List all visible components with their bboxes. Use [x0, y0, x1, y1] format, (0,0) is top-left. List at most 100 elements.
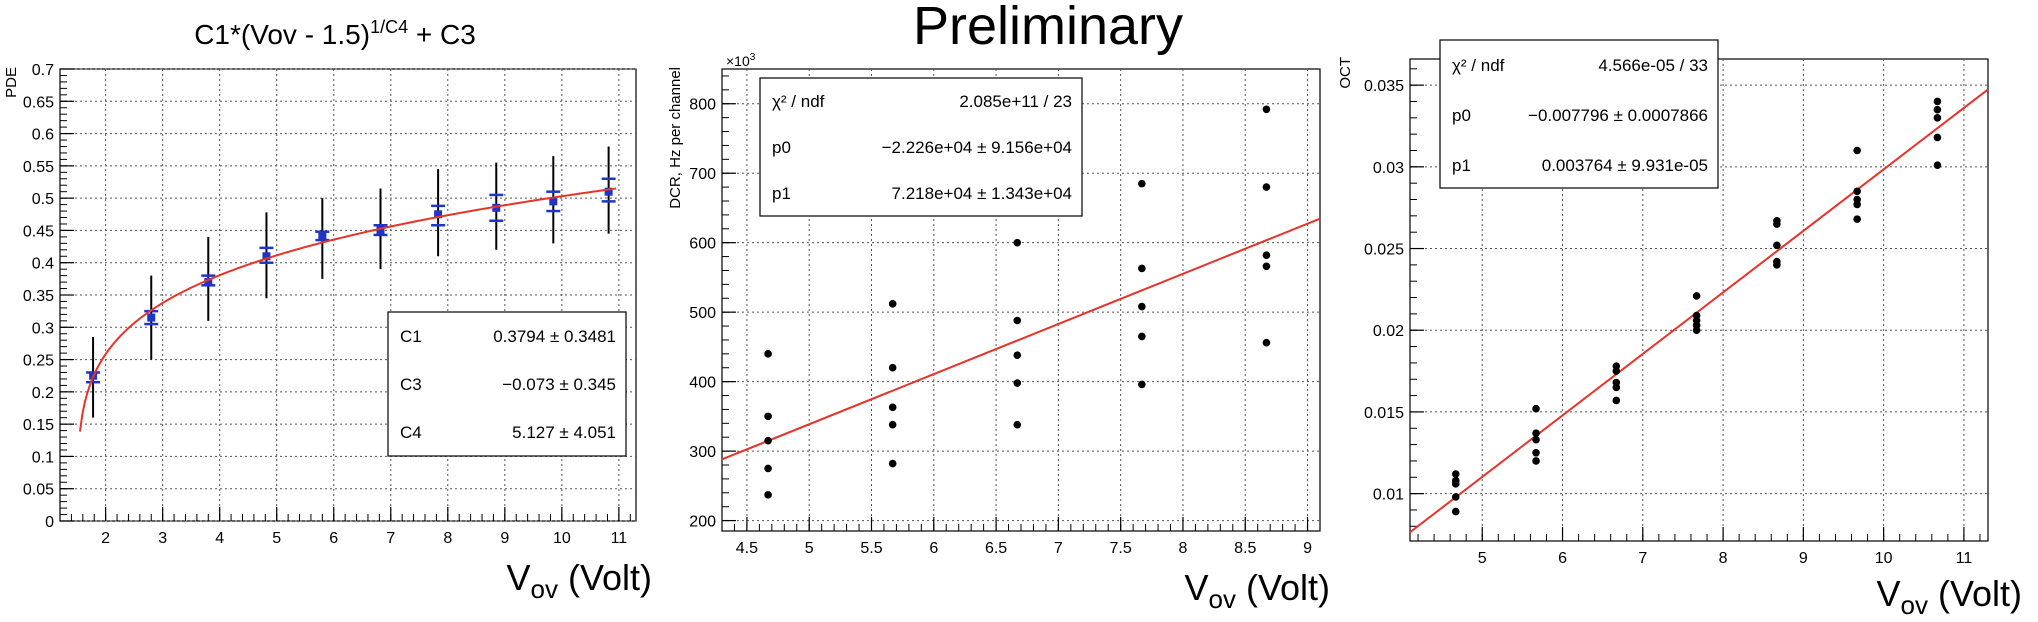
- data-point: [1013, 316, 1022, 325]
- y-tick-label: 200: [689, 514, 716, 531]
- y-tick-label: 0.1: [32, 449, 54, 466]
- data-point: [1773, 220, 1781, 228]
- data-point: [1612, 367, 1621, 375]
- x-axis-label-sub: ov: [1209, 584, 1236, 614]
- data-point: [147, 313, 156, 322]
- y-tick-label: 0.25: [23, 353, 54, 370]
- data-point: [1138, 380, 1146, 389]
- data-point: [1773, 261, 1781, 269]
- data-point: [434, 210, 443, 219]
- stats-box: [387, 311, 627, 457]
- fit-curve: [78, 187, 617, 432]
- data-point: [888, 300, 897, 308]
- data-point: [1013, 379, 1022, 387]
- y-tick-label: 600: [689, 236, 716, 253]
- data-point: [1138, 302, 1146, 311]
- y-tick-label: 0.5: [32, 191, 54, 208]
- data-point: [1451, 480, 1460, 488]
- x-tick-label: 10: [1875, 550, 1893, 567]
- data-point: [1262, 105, 1271, 114]
- y-tick-label: 0.65: [23, 94, 54, 111]
- data-point: [888, 420, 897, 429]
- stats-box: [759, 77, 1083, 217]
- data-point: [1262, 262, 1271, 271]
- stats-box: [1439, 39, 1719, 189]
- y-axis-label: PDE: [3, 67, 20, 98]
- x-axis-label: Vov (Volt): [506, 557, 652, 604]
- x-tick-label: 11: [1956, 550, 1973, 567]
- data-point: [1532, 435, 1540, 444]
- data-point: [376, 226, 385, 235]
- x-axis-label-sub: ov: [531, 574, 558, 604]
- y-tick-label: 0.03: [1373, 160, 1404, 177]
- stats-value: 4.566e-05 / 33: [1598, 56, 1708, 75]
- y-tick-label: 0.45: [23, 223, 54, 240]
- stats-name: p0: [772, 138, 791, 157]
- data-point: [1933, 161, 1942, 170]
- x-axis-label-main: V: [506, 557, 530, 598]
- data-point: [1013, 351, 1022, 360]
- data-point: [764, 491, 772, 499]
- data-point: [204, 278, 213, 287]
- stats-name: C3: [400, 375, 422, 394]
- x-tick-label: 4: [215, 530, 224, 547]
- y-tick-label: 0: [45, 514, 54, 531]
- y-tick-label: 0.025: [1364, 242, 1404, 259]
- data-point: [1692, 326, 1701, 335]
- data-point: [1853, 215, 1861, 223]
- fit-curve: [721, 217, 1321, 461]
- stats-value: 2.085e+11 / 23: [959, 92, 1072, 111]
- data-point: [1532, 457, 1540, 465]
- data-point: [764, 350, 772, 358]
- y-exponent-label: ×103: [726, 52, 756, 69]
- y-tick-label: 0.7: [32, 62, 54, 79]
- data-point: [1262, 338, 1271, 347]
- chart-title-tail: + C3: [408, 19, 476, 50]
- x-tick-label: 4.5: [736, 540, 758, 557]
- data-point: [549, 197, 558, 206]
- y-tick-label: 0.3: [32, 320, 54, 337]
- stats-name: χ² / ndf: [772, 92, 825, 111]
- data-point: [1138, 264, 1146, 273]
- x-tick-label: 8: [443, 530, 452, 547]
- y-tick-label: 0.55: [23, 159, 54, 176]
- stats-name: p1: [1452, 156, 1471, 175]
- data-point: [888, 363, 897, 372]
- fit-curve: [1409, 88, 1989, 534]
- y-tick-label: 0.035: [1364, 78, 1404, 95]
- y-tick-label: 0.05: [23, 482, 54, 499]
- x-tick-label: 9: [500, 530, 509, 547]
- x-tick-label: 8.5: [1234, 540, 1256, 557]
- x-tick-label: 10: [553, 530, 571, 547]
- x-tick-label: 9: [1303, 540, 1312, 557]
- x-tick-label: 6.5: [985, 540, 1007, 557]
- x-tick-label: 6: [1558, 550, 1567, 567]
- data-point: [1138, 179, 1146, 188]
- stats-name: p0: [1452, 106, 1471, 125]
- data-point: [888, 403, 897, 412]
- y-tick-label: 0.15: [23, 417, 54, 434]
- data-point: [764, 412, 772, 421]
- data-point: [764, 436, 772, 445]
- data-point: [1933, 105, 1942, 114]
- data-point: [1262, 251, 1271, 259]
- data-point: [1532, 429, 1540, 437]
- stats-value: 7.218e+04 ± 1.343e+04: [892, 184, 1072, 203]
- y-tick-label: 700: [689, 166, 716, 183]
- dcr-chart: 4.5 5 5.5 6 6.5 7 7.5 8 8.5 9 200 300 400 500 600 700 80…: [667, 52, 1330, 614]
- y-tick-label: 0.6: [32, 127, 54, 144]
- x-axis-label: Vov (Volt): [1876, 573, 2022, 620]
- x-tick-label: 5: [272, 530, 281, 547]
- data-point: [1692, 292, 1701, 300]
- x-axis-label-unit: (Volt): [1236, 567, 1330, 608]
- data-point: [1853, 200, 1861, 209]
- x-axis-label-main: V: [1184, 567, 1208, 608]
- page-title: Preliminary: [913, 0, 1183, 56]
- y-tick-label: 0.35: [23, 288, 54, 305]
- data-point: [1612, 396, 1621, 405]
- stats-value: −0.007796 ± 0.0007866: [1528, 106, 1708, 125]
- data-point: [1853, 146, 1861, 155]
- y-axis-label: DCR, Hz per channel: [667, 67, 684, 209]
- x-tick-label: 5: [805, 540, 814, 557]
- stats-value: −2.226e+04 ± 9.156e+04: [882, 138, 1072, 157]
